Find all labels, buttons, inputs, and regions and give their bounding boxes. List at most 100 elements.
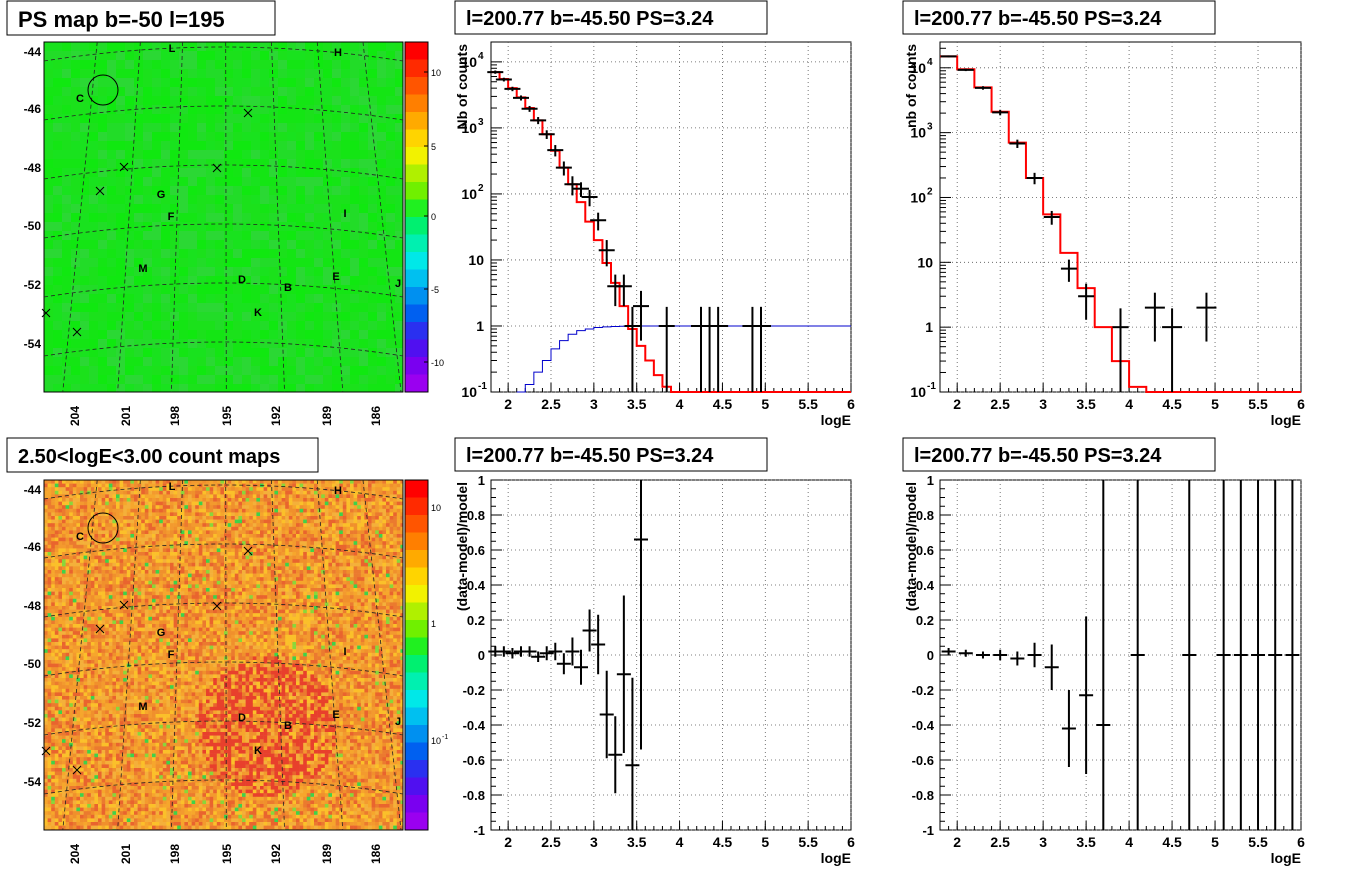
ps-map-pixel (170, 186, 180, 196)
count-map-pixel (141, 490, 146, 495)
count-map-pixel (249, 591, 254, 596)
count-map-pixel (332, 523, 336, 528)
count-map-pixel (270, 552, 275, 556)
count-map-pixel (335, 591, 340, 596)
count-map-pixel (101, 519, 106, 524)
count-map-pixel (141, 508, 146, 513)
ps-map-pixel (260, 78, 270, 88)
ps-map-pixel (341, 132, 351, 142)
count-map-pixel (393, 584, 398, 589)
ps-map-pixel (323, 123, 333, 133)
ps-map-pixel (350, 177, 360, 187)
count-map-pixel (296, 512, 300, 517)
ps-map-pixel (377, 150, 387, 160)
count-map-pixel (393, 544, 398, 549)
ps-map-pixel (80, 213, 90, 223)
count-map-pixel (72, 505, 77, 510)
ps-map-pixel (332, 312, 342, 322)
count-map-pixel (119, 555, 124, 560)
count-map-pixel (378, 552, 383, 556)
count-map-pixel (310, 523, 315, 528)
count-map-pixel (371, 591, 376, 596)
ps-map-pixel (134, 186, 144, 196)
count-map-pixel (101, 584, 106, 589)
count-map-pixel (130, 566, 135, 571)
count-map-pixel (112, 534, 117, 538)
ps-map-pixel (44, 123, 54, 133)
count-map-pixel (90, 501, 95, 506)
ps-map-pixel (134, 276, 144, 286)
count-map-pixel (382, 526, 387, 531)
ps-map-pixel (296, 141, 306, 151)
count-map-pixel (159, 570, 164, 574)
count-map-pixel (234, 548, 239, 553)
count-map-pixel (105, 559, 110, 564)
ps-map-pixel (359, 285, 369, 295)
count-map-pixel (267, 516, 272, 520)
count-map-pixel (119, 508, 124, 513)
count-map-pixel (108, 577, 113, 582)
count-map-pixel (108, 598, 113, 603)
count-map-pixel (400, 498, 403, 502)
count-map-pixel (209, 588, 214, 592)
count-map-pixel (148, 519, 153, 524)
ps-map-pixel (332, 159, 342, 169)
count-map-pixel (342, 552, 347, 556)
count-map-pixel (368, 548, 372, 553)
count-map-pixel (134, 552, 138, 556)
count-map-pixel (188, 494, 192, 499)
count-map-pixel (54, 516, 59, 520)
count-map-pixel (44, 562, 48, 567)
count-map-pixel (350, 544, 354, 549)
count-map-pixel (137, 548, 142, 553)
count-map-pixel (382, 516, 387, 520)
count-map-pixel (148, 591, 153, 596)
count-map-pixel (382, 577, 387, 582)
count-map-pixel (144, 508, 149, 513)
ps-map-pixel (341, 42, 351, 52)
ps-map-pixel (341, 366, 351, 376)
count-map-pixel (216, 559, 221, 564)
count-map-pixel (321, 566, 326, 571)
count-map-pixel (267, 573, 272, 578)
count-map-pixel (65, 487, 70, 492)
count-map-pixel (54, 534, 59, 538)
count-map-pixel (94, 591, 99, 596)
count-map-pixel (44, 584, 48, 589)
ps-map-pixel (215, 105, 225, 115)
count-map-pixel (184, 573, 189, 578)
ps-map-pixel (89, 384, 99, 392)
count-map-pixel (206, 566, 210, 571)
count-map-pixel (98, 534, 102, 538)
ps-map-pixel (332, 177, 342, 187)
count-map-pixel (306, 526, 311, 531)
count-map-pixel (108, 526, 113, 531)
ps-colorbar-segment (405, 199, 428, 218)
ps-map-pixel (368, 249, 378, 259)
count-map-pixel (180, 530, 185, 535)
count-map-pixel (90, 498, 95, 502)
count-map-pixel (256, 526, 261, 531)
ps-map-pixel (332, 276, 342, 286)
count-map-pixel (220, 523, 225, 528)
count-map-pixel (170, 530, 174, 535)
count-map-pixel (292, 555, 297, 560)
ps-map-pixel (296, 51, 306, 61)
ps-map-pixel (215, 204, 225, 214)
ps-map-pixel (350, 366, 360, 376)
count-map-pixel (72, 584, 77, 589)
count-map-pixel (94, 537, 99, 542)
ps-map-pixel (197, 222, 207, 232)
count-map-pixel (252, 501, 257, 506)
ps-map-pixel (215, 132, 225, 142)
ps-map-pixel (170, 267, 180, 277)
ps-map-pixel (233, 339, 243, 349)
count-map-pixel (58, 598, 63, 603)
count-map-pixel (195, 584, 200, 589)
ps-map-pixel (350, 78, 360, 88)
count-map-pixel (69, 490, 74, 495)
ps-map-pixel (197, 321, 207, 331)
count-map-pixel (335, 487, 340, 492)
ps-map-pixel (332, 366, 342, 376)
